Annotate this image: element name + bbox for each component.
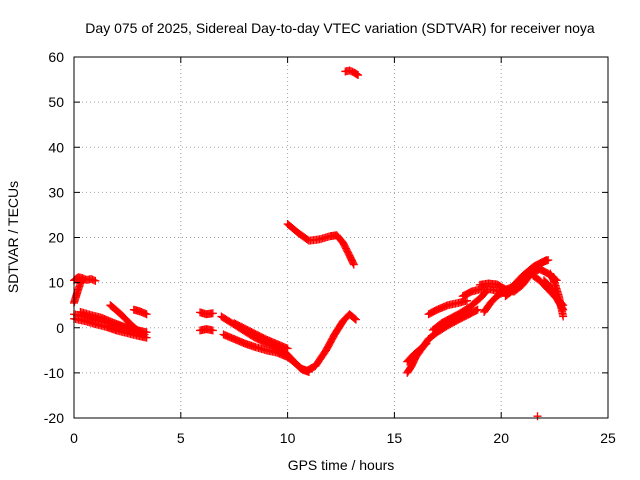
y-tick-label-10: 10 bbox=[48, 275, 64, 291]
point-arc-10-120 bbox=[350, 314, 359, 323]
point-arc-11-64 bbox=[304, 367, 313, 376]
series-arc-16 bbox=[403, 339, 431, 366]
y-tick-label-20: 20 bbox=[48, 230, 64, 246]
axis-ticks: 0 5 10 15 20 25 -20 -10 0 10 20 30 40 50 60 bbox=[44, 49, 616, 446]
series-arc-15 bbox=[403, 305, 482, 377]
point-arc-16-17 bbox=[421, 340, 430, 349]
point-arc-16-18 bbox=[422, 339, 431, 348]
y-axis-label: SDTVAR / TECUs bbox=[5, 181, 21, 293]
series-arc-11 bbox=[219, 330, 313, 376]
x-tick-label-5: 5 bbox=[177, 430, 185, 446]
series-arc-21 bbox=[480, 287, 514, 316]
point-arc-06-28 bbox=[137, 328, 146, 337]
series-arc-12 bbox=[230, 319, 292, 353]
series-arc-14 bbox=[341, 66, 363, 80]
chart-title: Day 075 of 2025, Sidereal Day-to-day VTE… bbox=[85, 20, 595, 36]
point-arc-22-35 bbox=[542, 256, 551, 265]
grid bbox=[74, 57, 608, 418]
x-tick-label-20: 20 bbox=[493, 430, 509, 446]
series-arc-09 bbox=[196, 325, 217, 335]
point-arc-09-10 bbox=[208, 326, 217, 335]
y-tick-label-30: 30 bbox=[48, 184, 64, 200]
y-tick-label-40: 40 bbox=[48, 139, 64, 155]
point-arc-08-10 bbox=[208, 309, 217, 318]
series-arc-07 bbox=[129, 305, 151, 319]
y-tick-label-50: 50 bbox=[48, 94, 64, 110]
point-arc-02-18 bbox=[78, 275, 87, 284]
y-tick-label--10: -10 bbox=[44, 365, 64, 381]
x-tick-label-15: 15 bbox=[387, 430, 403, 446]
point-arc-22-34 bbox=[540, 256, 549, 265]
point-arc-07-10 bbox=[142, 310, 151, 319]
series-arc-22 bbox=[501, 256, 551, 301]
point-arc-25-29 bbox=[559, 312, 568, 321]
x-tick-label-25: 25 bbox=[600, 430, 616, 446]
series-arc-25 bbox=[546, 269, 568, 321]
series-arc-06 bbox=[106, 301, 147, 338]
series-arc-02 bbox=[70, 275, 87, 307]
series-outlier bbox=[533, 412, 542, 421]
point-arc-12-40 bbox=[283, 344, 292, 353]
y-tick-label-60: 60 bbox=[48, 49, 64, 65]
point-arc-14-10 bbox=[354, 71, 363, 80]
point-arc-14-9 bbox=[353, 70, 362, 79]
series-arc-08 bbox=[196, 308, 217, 319]
point-arc-15-65 bbox=[473, 305, 482, 314]
x-tick-label-0: 0 bbox=[70, 430, 78, 446]
x-tick-label-10: 10 bbox=[280, 430, 296, 446]
x-axis-label: GPS time / hours bbox=[288, 457, 395, 473]
point-arc-06-29 bbox=[138, 329, 147, 338]
point-arc-13-60 bbox=[349, 260, 358, 269]
point-outlier-0 bbox=[533, 412, 542, 421]
data-points bbox=[70, 66, 568, 421]
y-tick-label--20: -20 bbox=[44, 410, 64, 426]
point-arc-10-121 bbox=[351, 315, 360, 324]
point-arc-01-16 bbox=[91, 276, 100, 285]
series-arc-13 bbox=[283, 219, 358, 269]
y-tick-label-0: 0 bbox=[56, 320, 64, 336]
